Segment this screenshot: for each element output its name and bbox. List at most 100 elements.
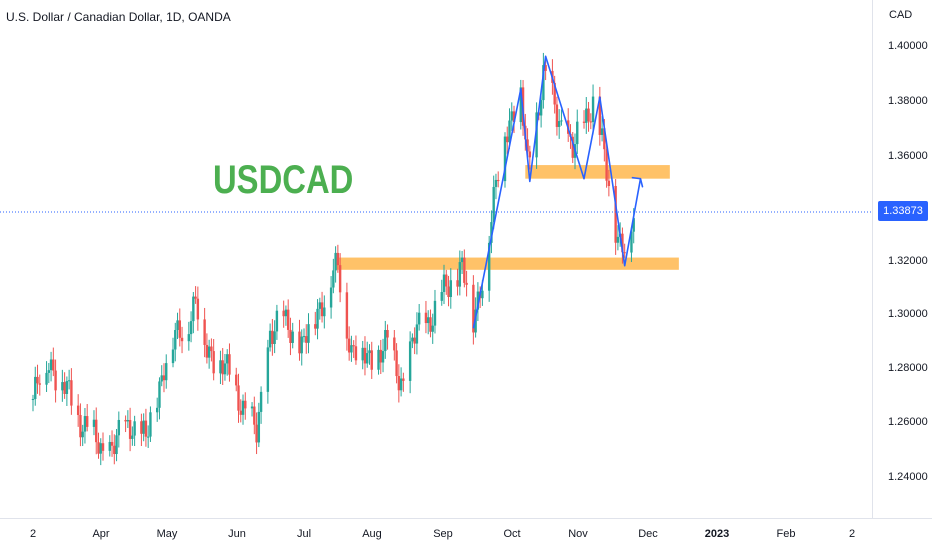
candle-body [332,270,335,288]
candle-body [361,347,364,361]
candle-body [605,149,608,181]
candle-body [519,87,522,123]
candle-body [189,321,193,335]
candle-body [393,337,396,351]
time-tick: Feb [776,528,796,540]
candle-body [557,121,561,127]
candle-body [334,252,337,271]
candle-body [205,344,209,358]
candle-body [221,360,224,375]
candle-body [347,338,351,353]
candle-body [587,108,590,122]
candle-body [487,242,491,291]
price-tick: 1.36000 [888,150,928,162]
candle-body [508,120,511,143]
candle-body [268,330,272,348]
candle-body [318,302,322,309]
price-tick: 1.30000 [888,308,928,320]
arrow-head-icon [631,176,644,188]
time-tick: 2 [29,528,37,540]
candle-body [158,381,161,408]
candle-body [76,405,80,416]
time-tick: Dec [638,528,658,540]
price-tick: 1.26000 [888,416,928,428]
time-tick: Jul [296,528,312,540]
candle-body [571,136,574,158]
current-price-tag: 1.33873 [878,201,928,221]
candle-body [447,286,450,298]
candle-body [458,262,462,287]
candle-body [585,108,588,123]
candle-body [257,411,261,443]
candle-body [255,424,258,443]
time-tick: 2023 [704,528,730,540]
candle-body [223,363,227,375]
candle-body [386,330,389,338]
candle-body [250,406,254,409]
price-tick: 1.28000 [888,362,928,374]
candle-body [95,419,98,443]
candle-body [194,296,197,299]
candle-body [354,346,358,361]
time-tick: Jun [228,528,246,540]
candle-body [555,104,559,127]
candle-body [38,383,41,385]
candle-body [465,282,468,285]
candle-body [553,82,556,105]
candle-body [408,341,412,381]
price-tick: 1.24000 [888,471,928,483]
support-resistance-zone [335,257,679,270]
candle-body [142,420,145,434]
candle-body [417,312,421,325]
candle-body [67,380,71,382]
candle-body [149,412,152,437]
candle-body [101,443,105,451]
candle-body [176,320,179,331]
candle-body [45,372,48,385]
candle-body [117,419,121,436]
candle-body [63,382,66,394]
candle-body [539,100,543,116]
candle-body [187,334,191,342]
candle-body [70,380,73,406]
candle-body [497,179,500,182]
candle-body [81,431,84,438]
candle-body [560,120,563,122]
candle-body [528,151,532,158]
candle-body [384,330,387,352]
candle-body [239,410,242,415]
candle-body [226,354,229,364]
candle-body [630,231,633,253]
candle-body [85,416,89,427]
candle-body [316,308,319,329]
candle-body [442,274,446,293]
candle-body [34,376,37,399]
candle-body [582,121,586,123]
candle-body [266,347,270,392]
time-tick: Aug [362,528,382,540]
candle-body [429,317,432,332]
time-tick: Nov [568,528,588,540]
candle-body [350,345,353,353]
candle-body [133,421,136,436]
candle-body [591,96,595,123]
candle-body [336,252,340,266]
time-tick: 2 [848,528,856,540]
candle-body [165,363,168,381]
candle-body [535,112,538,158]
candle-body [494,179,498,187]
candle-body [329,287,333,308]
candle-body [92,419,96,427]
candle-body [253,406,256,425]
candle-body [314,324,317,329]
symbol-title: U.S. Dollar / Canadian Dollar, 1D, OANDA [6,10,231,24]
candle-body [83,416,87,432]
usdcad-annotation: USDCAD [213,158,354,202]
candle-body [402,378,405,381]
candle-body [79,415,82,438]
candle-body [108,441,111,451]
candle-body [228,354,231,375]
candle-body [338,265,342,293]
candle-body [210,346,213,352]
